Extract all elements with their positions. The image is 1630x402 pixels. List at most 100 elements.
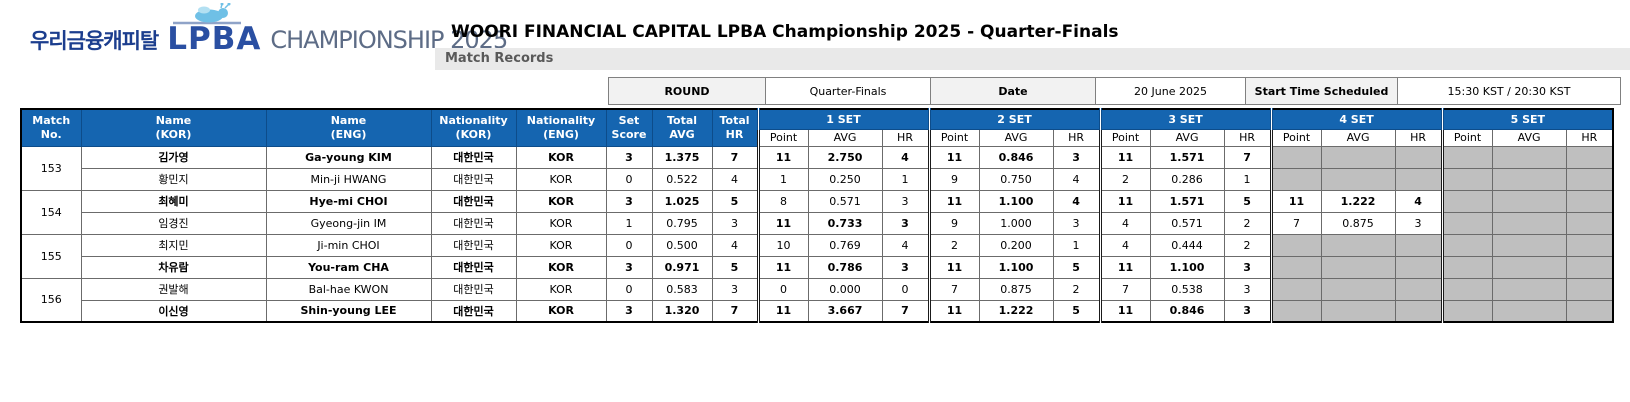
set-group-header: 5 SET <box>1440 108 1614 130</box>
total-hr-cell: 4 <box>711 233 759 257</box>
sub-header-hr: HR <box>1223 128 1272 147</box>
round-label-cell: ROUND <box>608 77 766 105</box>
sub-header-point: Point <box>1098 128 1151 147</box>
set-hr-cell: 3 <box>1223 299 1272 323</box>
empty-set-cell <box>1320 255 1396 279</box>
empty-set-cell <box>1491 255 1567 279</box>
match-table-body: 153 김가영 Ga-young KIM 대한민국 KOR 3 1.375 7 11 2.750 4… <box>20 145 1614 323</box>
set-avg-cell: 1.222 <box>978 299 1054 323</box>
sub-header-point: Point <box>1440 128 1493 147</box>
player-name-eng: Gyeong-jin IM <box>265 211 432 235</box>
total-avg-cell: 1.320 <box>651 299 713 323</box>
empty-set-cell <box>1565 189 1614 213</box>
total-avg-cell: 1.375 <box>651 145 713 169</box>
set-group-header: 3 SET <box>1098 108 1272 130</box>
col-header-total-hr: Total HR <box>711 108 759 147</box>
set-point-cell: 11 <box>927 299 980 323</box>
empty-set-cell <box>1320 167 1396 191</box>
nationality-kor-cell: 대한민국 <box>430 255 517 279</box>
set-score-cell: 3 <box>605 145 653 169</box>
sponsor-korean-wordmark: 우리금융캐피탈 <box>30 28 159 53</box>
nationality-eng-cell: KOR <box>515 189 607 213</box>
nationality-kor-cell: 대한민국 <box>430 189 517 213</box>
empty-set-cell <box>1320 145 1396 169</box>
empty-set-cell <box>1440 145 1493 169</box>
sub-header-hr: HR <box>1565 128 1614 147</box>
set-hr-cell: 7 <box>881 299 930 323</box>
set-point-cell: 7 <box>1098 277 1151 301</box>
empty-set-cell <box>1491 233 1567 257</box>
empty-set-cell <box>1320 233 1396 257</box>
set-group-header: 4 SET <box>1269 108 1443 130</box>
col-header-match-no: Match No. <box>20 108 82 147</box>
nationality-eng-cell: KOR <box>515 211 607 235</box>
match-no-cell: 153 <box>20 145 82 191</box>
empty-set-cell <box>1394 299 1443 323</box>
start-time-label-cell: Start Time Scheduled <box>1245 77 1398 105</box>
round-info-table: ROUND Quarter-Finals Date 20 June 2025 S… <box>608 77 1621 105</box>
total-avg-cell: 1.025 <box>651 189 713 213</box>
player-name-eng: You-ram CHA <box>265 255 432 279</box>
nationality-eng-cell: KOR <box>515 167 607 191</box>
sub-header-hr: HR <box>881 128 930 147</box>
set-point-cell: 2 <box>1098 167 1151 191</box>
set-avg-cell: 0.200 <box>978 233 1054 257</box>
empty-set-cell <box>1269 277 1322 301</box>
set-avg-cell: 0.875 <box>1320 211 1396 235</box>
set-hr-cell: 2 <box>1223 233 1272 257</box>
empty-set-cell <box>1269 255 1322 279</box>
empty-set-cell <box>1565 167 1614 191</box>
page-title: WOORI FINANCIAL CAPITAL LPBA Championshi… <box>451 22 1119 42</box>
set-point-cell: 11 <box>1098 189 1151 213</box>
set-avg-cell: 0.846 <box>1149 299 1225 323</box>
set-hr-cell: 1 <box>1223 167 1272 191</box>
lpba-logo: 우리금융캐피탈 LPBA CHAMPIONSHIP 2025 <box>0 3 508 55</box>
match-records-page: 우리금융캐피탈 LPBA CHAMPIONSHIP 2025 WOORI FIN… <box>0 3 1630 323</box>
total-avg-cell: 0.795 <box>651 211 713 235</box>
col-header-name-eng: Name (ENG) <box>265 108 432 147</box>
set-hr-cell: 4 <box>1394 189 1443 213</box>
empty-set-cell <box>1491 211 1567 235</box>
set-avg-cell: 0.286 <box>1149 167 1225 191</box>
player-name-kor: 최지민 <box>80 233 267 257</box>
player-name-kor: 황민지 <box>80 167 267 191</box>
set-avg-cell: 1.000 <box>978 211 1054 235</box>
empty-set-cell <box>1269 145 1322 169</box>
player-name-kor: 최혜미 <box>80 189 267 213</box>
set-hr-cell: 4 <box>881 233 930 257</box>
player-row: 155 최지민 Ji-min CHOI 대한민국 KOR 0 0.500 4 10 0.769 4 2… <box>20 233 1614 279</box>
set-point-cell: 9 <box>927 211 980 235</box>
nationality-kor-cell: 대한민국 <box>430 211 517 235</box>
set-score-cell: 1 <box>605 211 653 235</box>
nationality-kor-cell: 대한민국 <box>430 145 517 169</box>
mascot-icon <box>173 3 242 25</box>
set-avg-cell: 0.444 <box>1149 233 1225 257</box>
sub-header-avg: AVG <box>807 128 883 147</box>
col-header-total-avg: Total AVG <box>651 108 713 147</box>
empty-set-cell <box>1269 299 1322 323</box>
set-avg-cell: 1.222 <box>1320 189 1396 213</box>
set-score-cell: 0 <box>605 233 653 257</box>
date-value-cell: 20 June 2025 <box>1095 77 1246 105</box>
set-avg-cell: 1.100 <box>1149 255 1225 279</box>
empty-set-cell <box>1491 189 1567 213</box>
set-hr-cell: 3 <box>1052 211 1101 235</box>
empty-set-cell <box>1440 167 1493 191</box>
total-hr-cell: 5 <box>711 255 759 279</box>
set-avg-cell: 1.571 <box>1149 189 1225 213</box>
nationality-eng-cell: KOR <box>515 233 607 257</box>
nationality-kor-cell: 대한민국 <box>430 167 517 191</box>
total-hr-cell: 7 <box>711 299 759 323</box>
empty-set-cell <box>1394 167 1443 191</box>
set-hr-cell: 5 <box>1223 189 1272 213</box>
player-name-kor: 차유람 <box>80 255 267 279</box>
player-row: 차유람 You-ram CHA 대한민국 KOR 3 0.971 5 11 0.786 3 11 1.… <box>21 255 1614 279</box>
player-name-eng: Hye-mi CHOI <box>265 189 432 213</box>
match-no-cell: 154 <box>20 189 82 235</box>
match-no-cell: 155 <box>20 233 82 279</box>
set-point-cell: 11 <box>1098 145 1151 169</box>
set-hr-cell: 4 <box>1052 167 1101 191</box>
player-name-kor: 권발해 <box>80 277 267 301</box>
total-hr-cell: 5 <box>711 189 759 213</box>
total-hr-cell: 3 <box>711 211 759 235</box>
